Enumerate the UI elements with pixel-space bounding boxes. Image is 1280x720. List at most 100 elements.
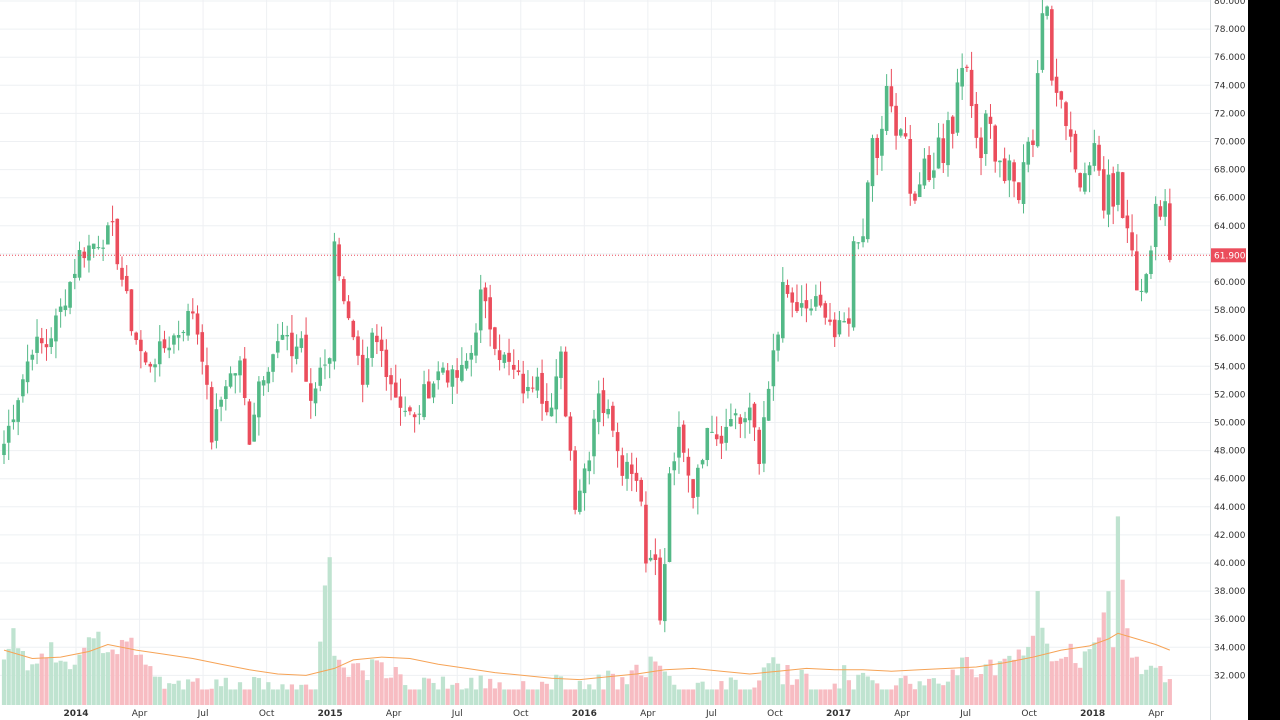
time-tick-label: Apr: [640, 709, 656, 719]
volume-bar: [837, 688, 842, 705]
price-tick-label: 38.000: [1214, 587, 1246, 597]
volume-bar: [997, 661, 1003, 705]
candle-body: [427, 381, 431, 399]
candle-body: [172, 335, 176, 345]
volume-bar: [511, 689, 516, 705]
time-axis[interactable]: 2014 Apr Jul Oct 2015 Apr Jul Oct 2016 Apr Jul Oct 2…: [63, 709, 1164, 719]
candle-body: [1106, 174, 1111, 215]
candle-body: [889, 86, 894, 107]
candle-body: [979, 137, 983, 159]
price-tick-label: 56.000: [1214, 334, 1246, 344]
candle-body: [818, 294, 823, 306]
candle-body: [304, 334, 308, 382]
candle-body: [837, 320, 842, 335]
volume-bar: [1139, 674, 1144, 705]
volume-bar: [577, 680, 582, 705]
volume-bar: [1153, 667, 1158, 705]
candle-body: [936, 137, 941, 169]
candle-body: [242, 358, 247, 398]
candle-body: [54, 315, 58, 342]
volume-bar: [681, 689, 686, 705]
volume-bar: [1007, 655, 1012, 705]
volume-bar: [978, 674, 984, 705]
volume-bar: [327, 557, 332, 705]
volume-bar: [247, 689, 252, 705]
volume-bar: [657, 665, 663, 705]
time-tick-label: Apr: [386, 709, 402, 719]
volume-bar: [875, 683, 880, 705]
volume-bar: [49, 642, 54, 705]
candle-body: [710, 431, 714, 433]
volume-bar: [1063, 656, 1069, 705]
volume-bar: [167, 683, 172, 705]
candle-body: [644, 504, 648, 564]
volume-bar: [544, 683, 549, 705]
candle-body: [63, 305, 68, 311]
volume-bar: [530, 689, 535, 705]
candle-body: [983, 113, 988, 155]
volume-bar: [256, 678, 261, 705]
candle-body: [540, 372, 544, 404]
price-tick-label: 50.000: [1214, 419, 1246, 429]
candle-body: [412, 414, 417, 418]
price-tick-label: 40.000: [1214, 559, 1246, 569]
volume-bar: [695, 682, 700, 705]
candle-body: [379, 339, 384, 352]
candle-body: [342, 279, 346, 302]
volume-bar: [1035, 591, 1040, 705]
volume-bar: [337, 659, 342, 705]
volume-bar: [252, 676, 257, 705]
volume-bar: [351, 663, 356, 705]
volume-bar: [1078, 667, 1083, 705]
volume-bars: [1, 516, 1172, 705]
volume-bar: [860, 672, 866, 705]
volume-bar: [601, 689, 606, 705]
volume-bar: [936, 683, 941, 705]
candle-body: [408, 407, 412, 412]
volume-bar: [16, 648, 21, 705]
candle-body: [563, 351, 568, 417]
volume-bar: [407, 689, 413, 705]
candle-body: [1163, 201, 1167, 217]
volume-bar: [879, 689, 885, 705]
volume-bar: [766, 663, 771, 705]
volume-bar: [1125, 628, 1130, 705]
volume-bar: [1082, 651, 1087, 705]
volume-bar: [233, 689, 238, 705]
volume-bar: [497, 682, 502, 705]
volume-bar: [804, 673, 809, 705]
candle-body: [73, 273, 77, 279]
volume-bar: [261, 689, 266, 705]
volume-bar: [827, 689, 833, 705]
chart-grid: [0, 0, 1210, 705]
candle-body: [77, 250, 82, 278]
candle-body: [436, 371, 441, 381]
volume-bar: [91, 638, 96, 705]
volume-bar: [554, 674, 559, 705]
volume-bar: [332, 655, 337, 705]
candle-body: [714, 434, 719, 440]
candle-body: [1026, 141, 1031, 165]
volume-bar: [809, 689, 814, 705]
candle-body: [266, 371, 271, 384]
volume-bar: [606, 670, 611, 705]
candle-body: [375, 335, 379, 343]
volume-bar: [195, 678, 200, 705]
volume-bar: [691, 689, 696, 705]
volume-bar: [549, 689, 554, 705]
candle-body: [16, 400, 20, 422]
candle-body: [667, 473, 672, 562]
volume-bar: [667, 675, 672, 705]
volume-bar: [676, 689, 682, 705]
candle-body: [191, 311, 195, 314]
volume-bar: [209, 688, 214, 705]
time-tick-label: Oct: [1021, 709, 1037, 719]
candle-body: [790, 292, 795, 303]
price-axis[interactable]: 32.000 34.000 36.000 38.000 40.000 42.000 44.0…: [1214, 0, 1246, 681]
volume-bar: [96, 631, 101, 705]
candle-body: [677, 426, 681, 458]
volume-bar: [785, 665, 790, 705]
candle-body: [1021, 162, 1026, 204]
volume-bar: [988, 659, 993, 705]
